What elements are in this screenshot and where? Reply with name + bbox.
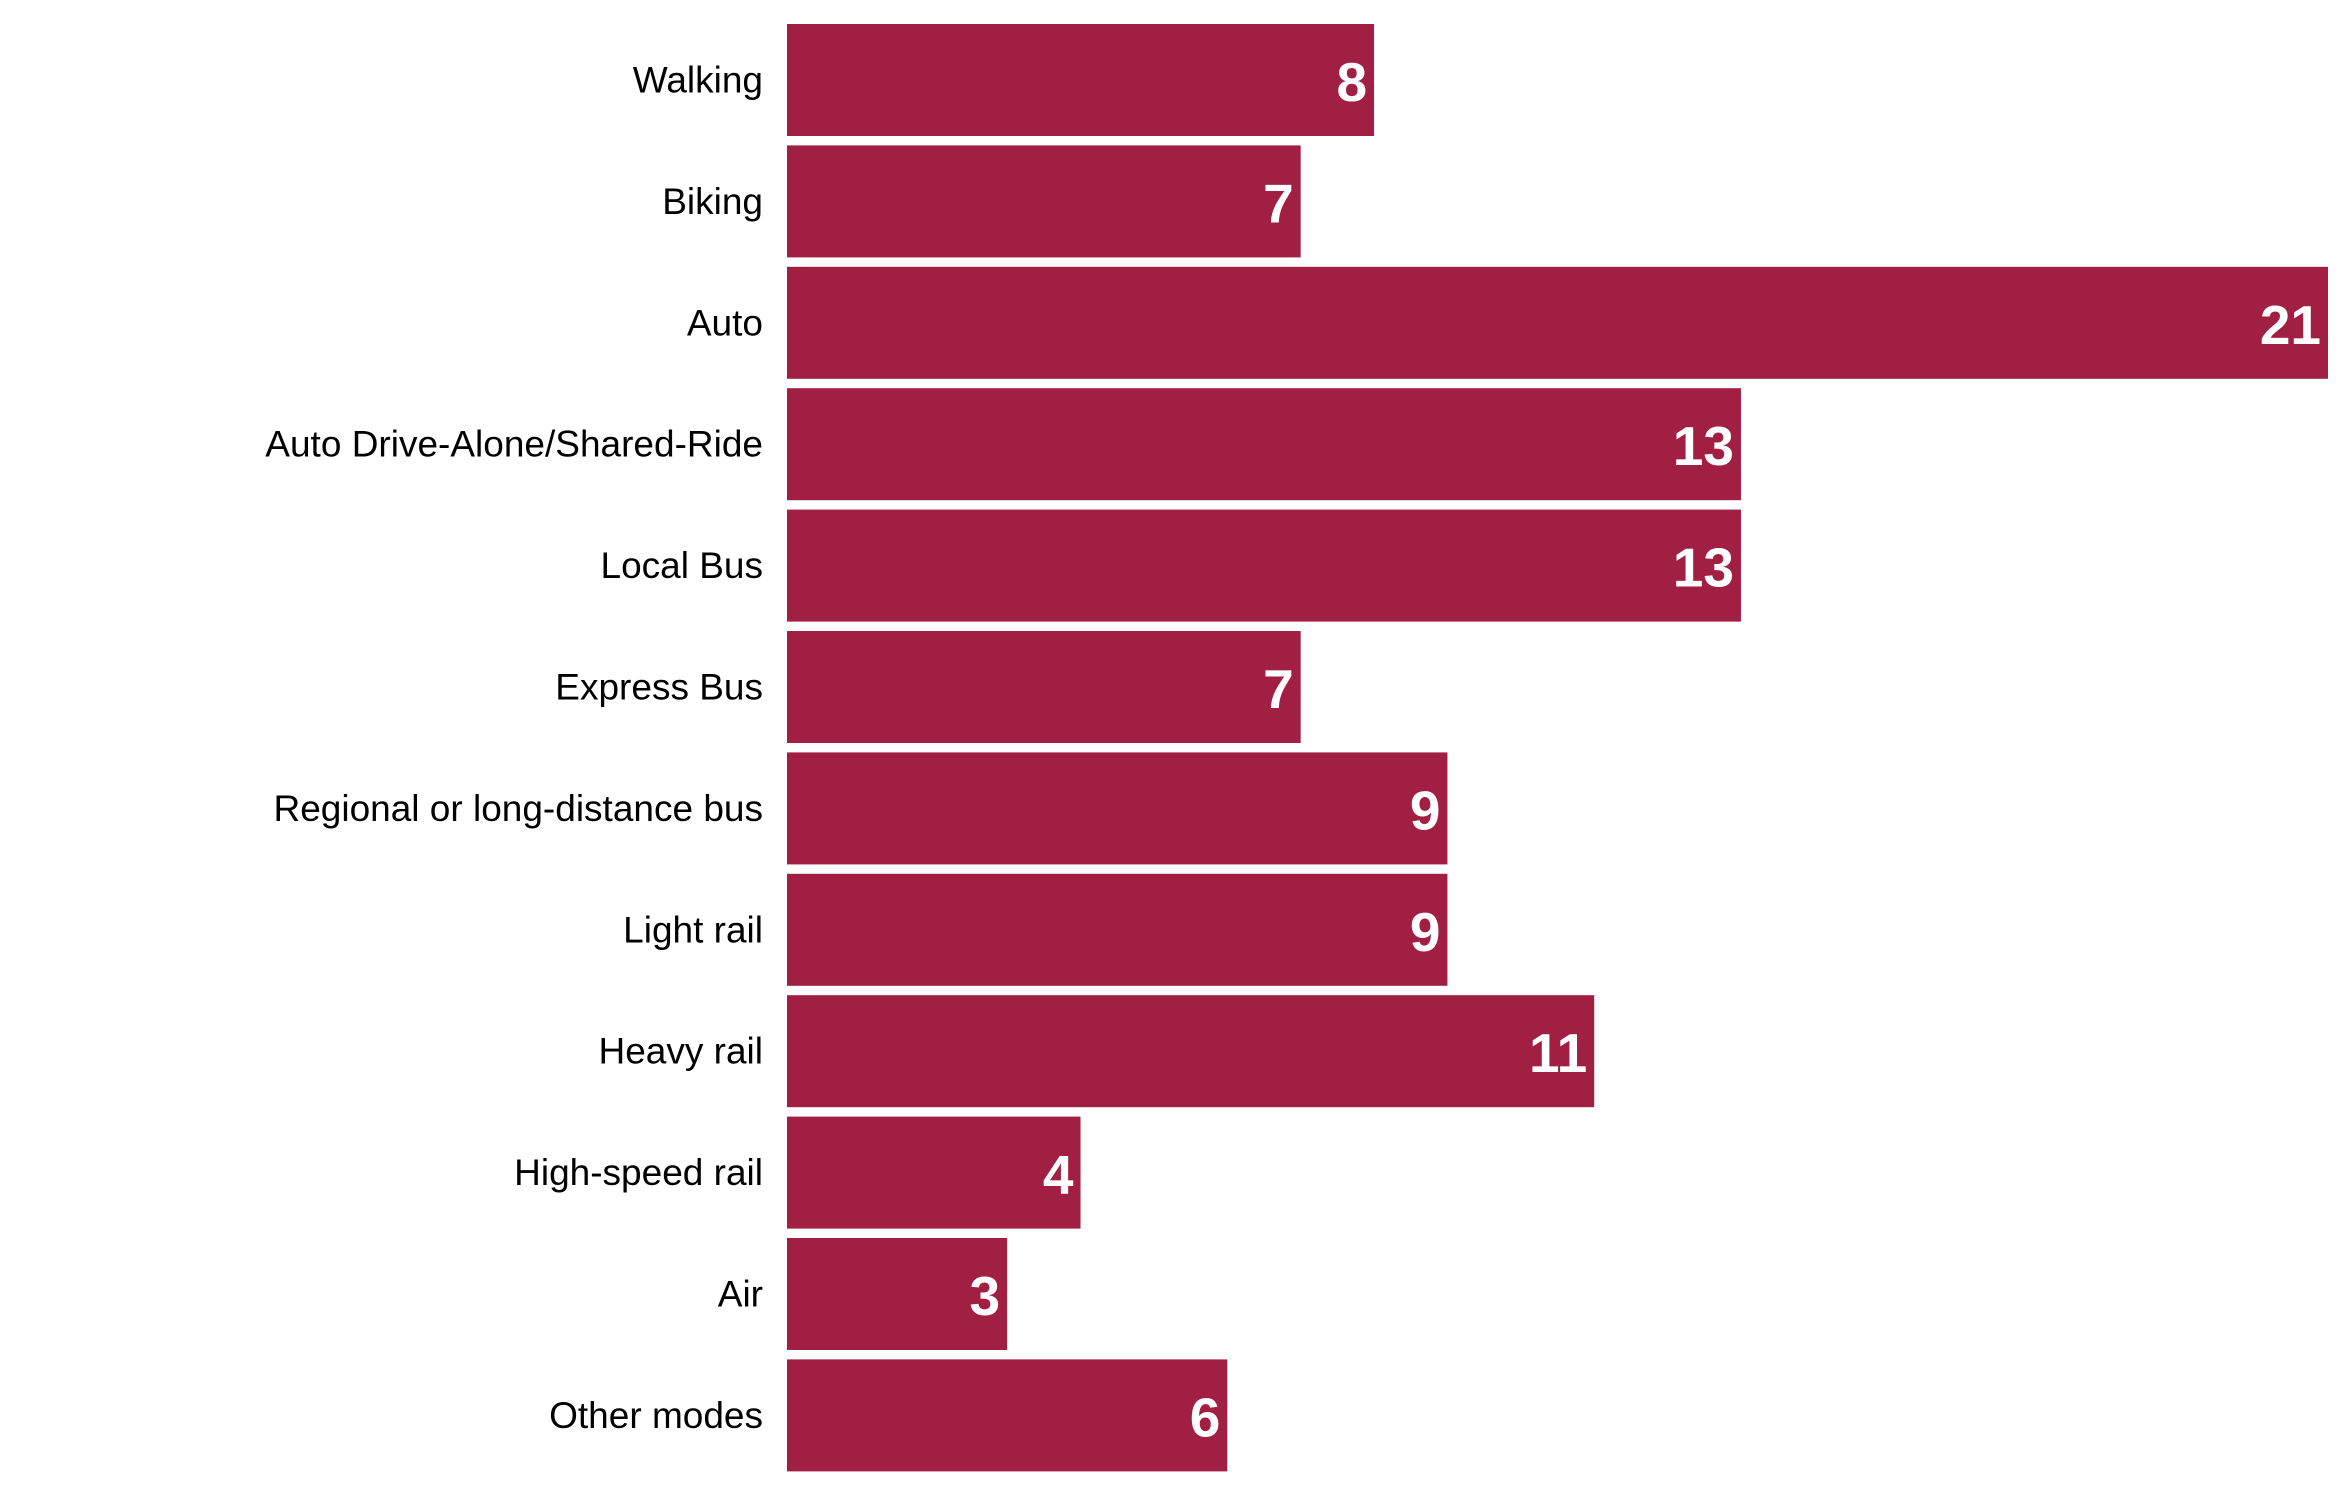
category-label-light-rail: Light rail: [623, 909, 763, 950]
bars-group: [787, 24, 2328, 1472]
category-label-auto-drive-alone-shared-ride: Auto Drive-Alone/Shared-Ride: [265, 424, 763, 465]
category-label-other-modes: Other modes: [549, 1395, 763, 1436]
category-label-high-speed-rail: High-speed rail: [514, 1152, 763, 1193]
category-label-local-bus: Local Bus: [601, 545, 764, 586]
bar-heavy-rail: [787, 995, 1595, 1108]
category-label-walking: Walking: [633, 60, 763, 101]
bar-light-rail: [787, 873, 1448, 986]
category-label-auto: Auto: [687, 302, 763, 343]
value-label-heavy-rail: 11: [1529, 1022, 1587, 1084]
value-label-auto: 21: [2260, 294, 2321, 356]
value-label-walking: 8: [1336, 51, 1367, 113]
bar-auto: [787, 266, 2328, 379]
category-labels-group: Walking Biking Auto Auto Drive-Alone/Shared…: [265, 60, 763, 1436]
category-label-biking: Biking: [662, 181, 763, 222]
category-label-air: Air: [718, 1274, 763, 1315]
bar-other-modes: [787, 1359, 1228, 1472]
value-label-local-bus: 13: [1673, 537, 1734, 599]
value-label-express-bus: 7: [1263, 658, 1294, 720]
bar-walking: [787, 24, 1375, 136]
bar-express-bus: [787, 631, 1301, 743]
bar-air: [787, 1238, 1008, 1350]
value-label-other-modes: 6: [1190, 1386, 1221, 1448]
value-label-light-rail: 9: [1410, 901, 1441, 963]
category-label-express-bus: Express Bus: [555, 667, 763, 708]
bar-high-speed-rail: [787, 1116, 1081, 1229]
value-label-air: 3: [970, 1265, 1001, 1327]
value-label-biking: 7: [1263, 172, 1294, 234]
value-label-high-speed-rail: 4: [1043, 1144, 1074, 1206]
category-label-regional-or-long-distance-bus: Regional or long-distance bus: [273, 788, 763, 829]
bar-regional-or-long-distance-bus: [787, 752, 1448, 865]
value-label-regional-or-long-distance-bus: 9: [1410, 779, 1441, 841]
bar-auto-drive-alone-shared-ride: [787, 388, 1741, 501]
value-label-auto-drive-alone-shared-ride: 13: [1673, 415, 1734, 477]
bar-local-bus: [787, 509, 1741, 622]
bar-biking: [787, 145, 1301, 258]
category-label-heavy-rail: Heavy rail: [599, 1031, 764, 1072]
